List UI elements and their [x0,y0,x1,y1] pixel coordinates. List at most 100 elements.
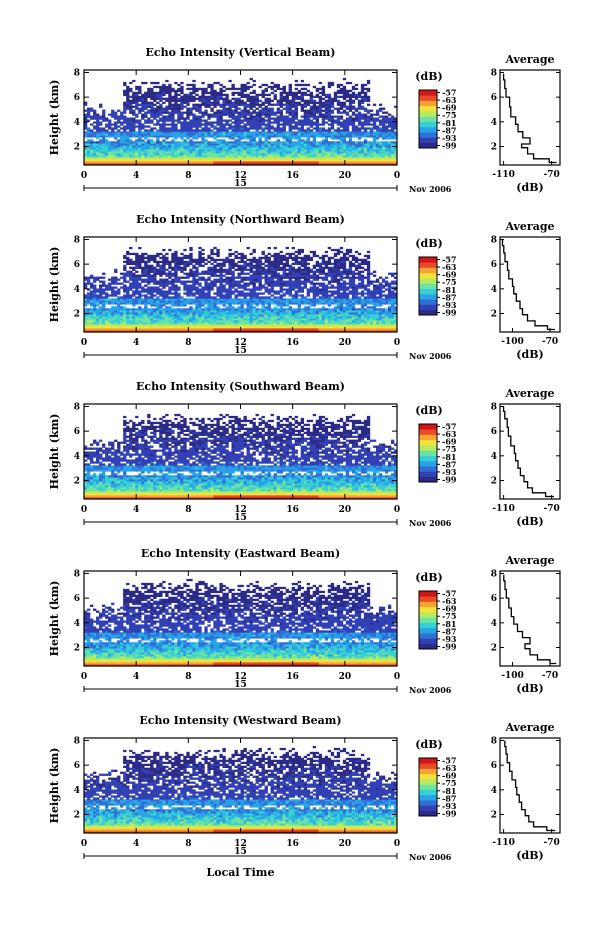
heatmap-cell [369,127,374,130]
heatmap-cell [255,101,259,104]
heatmap-cell [339,153,344,156]
heatmap-cell [156,141,160,144]
heatmap-cell [207,330,211,333]
heatmap-cell [393,141,398,144]
heatmap-cell [249,147,253,150]
heatmap-cell [384,127,389,130]
heatmap-cell [228,131,232,134]
heatmap-cell [156,153,160,156]
heatmap-cell [321,85,326,89]
heatmap-cell [159,133,163,136]
heatmap-cell [261,121,265,124]
heatmap-cell [192,163,196,166]
heatmap-cell [204,143,208,146]
heatmap-cell [327,127,332,130]
heatmap-cell [369,147,374,150]
heatmap-cell [216,278,220,281]
heatmap-cell [156,159,160,162]
heatmap-cell [303,119,308,122]
colorbar-swatch [419,100,437,107]
heatmap-cell [246,113,250,116]
heatmap-cell [228,264,232,267]
heatmap-cell [192,95,196,99]
heatmap-cell [96,314,100,317]
heatmap-cell [150,121,154,124]
heatmap-cell [324,113,329,116]
heatmap-cell [171,147,175,150]
heatmap-cell [276,127,280,130]
heatmap-cell [327,113,332,116]
heatmap-cell [123,276,127,279]
heatmap-cell [126,314,130,317]
heatmap-cell [240,308,244,311]
heatmap-cell [231,153,235,156]
heatmap-cell [195,97,199,100]
heatmap-cell [84,127,88,130]
heatmap-cell [96,157,100,160]
heatmap-cell [189,274,193,277]
heatmap-cell [231,135,235,138]
heatmap-cell [276,145,280,148]
heatmap-cell [240,141,244,144]
heatmap-cell [354,155,359,158]
heatmap-cell [165,320,169,323]
heatmap-cell [258,147,262,150]
heatmap-cell [159,119,163,122]
heatmap-cell [222,262,226,266]
heatmap-cell [390,129,395,132]
heatmap-cell [213,272,217,275]
heatmap-cell [201,252,205,256]
heatmap-cell [171,119,175,122]
heatmap-cell [240,318,244,321]
heatmap-cell [342,103,347,106]
heatmap-cell [255,135,259,138]
heatmap-cell [168,312,172,315]
heatmap-cell [132,300,136,303]
heatmap-cell [123,129,127,132]
heatmap-cell [138,141,142,144]
heatmap-cell [171,159,175,162]
heatmap-cell [303,121,308,124]
heatmap-cell [297,153,301,156]
heatmap-cell [339,139,344,142]
heatmap-cell [150,131,154,134]
heatmap-cell [165,326,169,329]
heatmap-cell [87,328,91,331]
heatmap-cell [195,318,199,321]
heatmap-cell [195,149,199,152]
heatmap-cell [318,153,323,156]
heatmap-cell [99,310,103,313]
heatmap-cell [321,101,326,104]
heatmap-cell [123,135,127,138]
heatmap-cell [273,85,277,89]
heatmap-cell [117,155,121,158]
heatmap-cell [324,99,329,102]
heatmap-cell [93,149,97,152]
heatmap-cell [198,328,202,331]
heatmap-cell [186,254,190,258]
heatmap-cell [126,89,130,93]
heatmap-cell [111,149,115,152]
heatmap-cell [165,318,169,321]
heatmap-cell [276,129,280,132]
heatmap-cell [339,157,344,160]
heatmap-cell [165,280,169,283]
heatmap-cell [360,117,365,120]
x-tick-label: 16 [286,171,299,181]
heatmap-cell [147,149,151,152]
heatmap-cell [237,121,241,124]
heatmap-cell [120,296,124,299]
heatmap-cell [330,157,335,160]
heatmap-cell [126,310,130,313]
heatmap-cell [159,292,163,295]
heatmap-cell [156,264,160,267]
heatmap-cell [156,288,160,291]
heatmap-cell [273,113,277,116]
heatmap-cell [150,139,154,142]
heatmap-cell [117,135,121,138]
heatmap-cell [96,330,100,333]
heatmap-cell [141,125,145,128]
heatmap-cell [180,127,184,130]
heatmap-cell [216,157,220,160]
heatmap-cell [216,115,220,118]
